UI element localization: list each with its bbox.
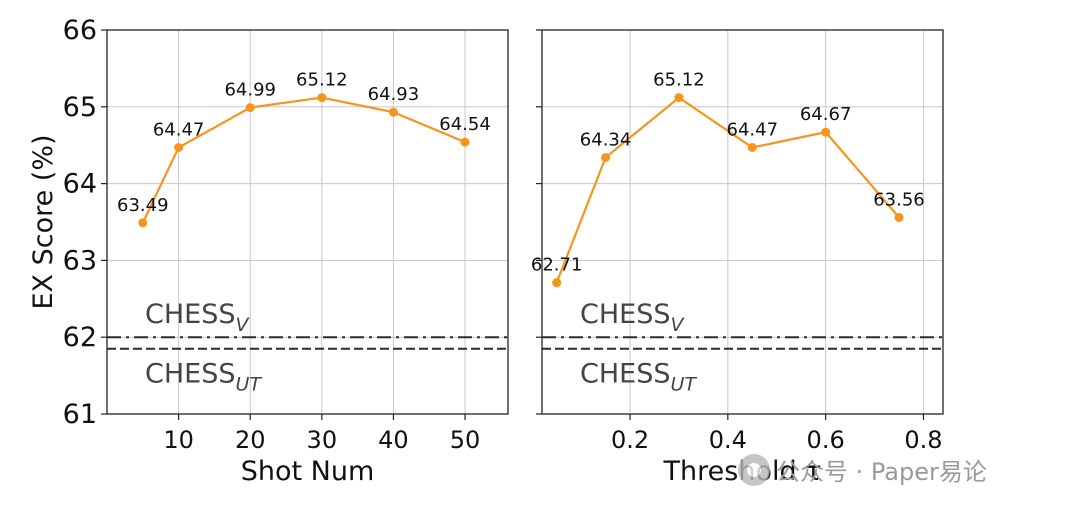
- panel1-data-label: 65.12: [296, 70, 348, 91]
- panel1-data-point: [317, 93, 327, 103]
- baseline-subscript: V: [671, 314, 686, 336]
- panel1-y-tick-label: 66: [63, 15, 97, 46]
- panel2-data-point: [894, 212, 904, 222]
- panel1-x-axis-label: Shot Num: [241, 456, 375, 487]
- panel2-data-point: [821, 127, 831, 137]
- panel2-x-tick-label: 0.8: [904, 426, 942, 454]
- baseline-name: CHESS: [145, 359, 236, 390]
- panel2-data-label: 63.56: [873, 189, 925, 210]
- panel1-data-point: [174, 143, 184, 153]
- panel2-data-point: [674, 93, 684, 103]
- panel1-data-label: 63.49: [117, 195, 169, 216]
- panel1-data-label: 64.54: [439, 114, 491, 135]
- panel1-y-tick-label: 61: [63, 399, 97, 430]
- watermark-text: 公众号 · Paper易论: [776, 458, 987, 486]
- panel1-x-tick-label: 40: [378, 426, 409, 454]
- baseline-subscript: V: [236, 314, 251, 336]
- panel2-data-label: 65.12: [653, 70, 705, 91]
- panel1-x-tick-label: 50: [450, 426, 481, 454]
- panel2-data-point: [601, 152, 611, 162]
- baseline-subscript: UT: [671, 374, 698, 396]
- panel1-x-tick-label: 20: [235, 426, 266, 454]
- panel1-data-label: 64.93: [368, 84, 420, 105]
- panel1-baseline-label-ut: CHESSUT: [145, 359, 262, 396]
- panel2-baseline-label-ut: CHESSUT: [580, 359, 697, 396]
- panel2-baseline-label-v: CHESSV: [580, 299, 686, 336]
- wechat-logo-icon: [738, 453, 770, 486]
- baseline-name: CHESS: [580, 299, 671, 330]
- panel2-plot-frame: [541, 29, 944, 415]
- panel1-data-point: [245, 103, 255, 113]
- panel1-data-point: [460, 137, 470, 147]
- panel1-data-point: [138, 218, 148, 228]
- panel1-y-tick-label: 65: [63, 92, 97, 123]
- panel2-data-point: [552, 278, 562, 288]
- panel1-y-tick-label: 62: [63, 322, 97, 353]
- panel2-data-label: 64.47: [727, 120, 779, 141]
- panel1-series-line: [141, 96, 466, 224]
- panel2-data-label: 64.34: [580, 129, 632, 150]
- panel2-x-tick-label: 0.2: [611, 426, 649, 454]
- panel2-data-point: [747, 143, 757, 153]
- baseline-name: CHESS: [145, 299, 236, 330]
- panel2-data-label: 62.71: [531, 255, 583, 276]
- panel2-x-tick-label: 0.4: [709, 426, 747, 454]
- panel1-data-point: [388, 107, 398, 117]
- baseline-name: CHESS: [580, 359, 671, 390]
- panel1-plot-frame: [106, 29, 509, 415]
- panel1-baseline-label-v: CHESSV: [145, 299, 251, 336]
- panel2-data-label: 64.67: [800, 104, 852, 125]
- panel1-y-tick-label: 63: [63, 245, 97, 276]
- panel2-series-line: [555, 96, 900, 284]
- baseline-subscript: UT: [236, 374, 263, 396]
- panel1-x-tick-label: 30: [307, 426, 338, 454]
- watermark: 公众号 · Paper易论: [738, 452, 987, 487]
- panel1-data-label: 64.99: [224, 80, 276, 101]
- panel1-x-tick-label: 10: [163, 426, 194, 454]
- panel1-y-tick-label: 64: [63, 169, 97, 200]
- panel1-data-label: 64.47: [153, 120, 205, 141]
- panel1-y-axis-label: EX Score (%): [28, 134, 59, 309]
- panel2-x-tick-label: 0.6: [807, 426, 845, 454]
